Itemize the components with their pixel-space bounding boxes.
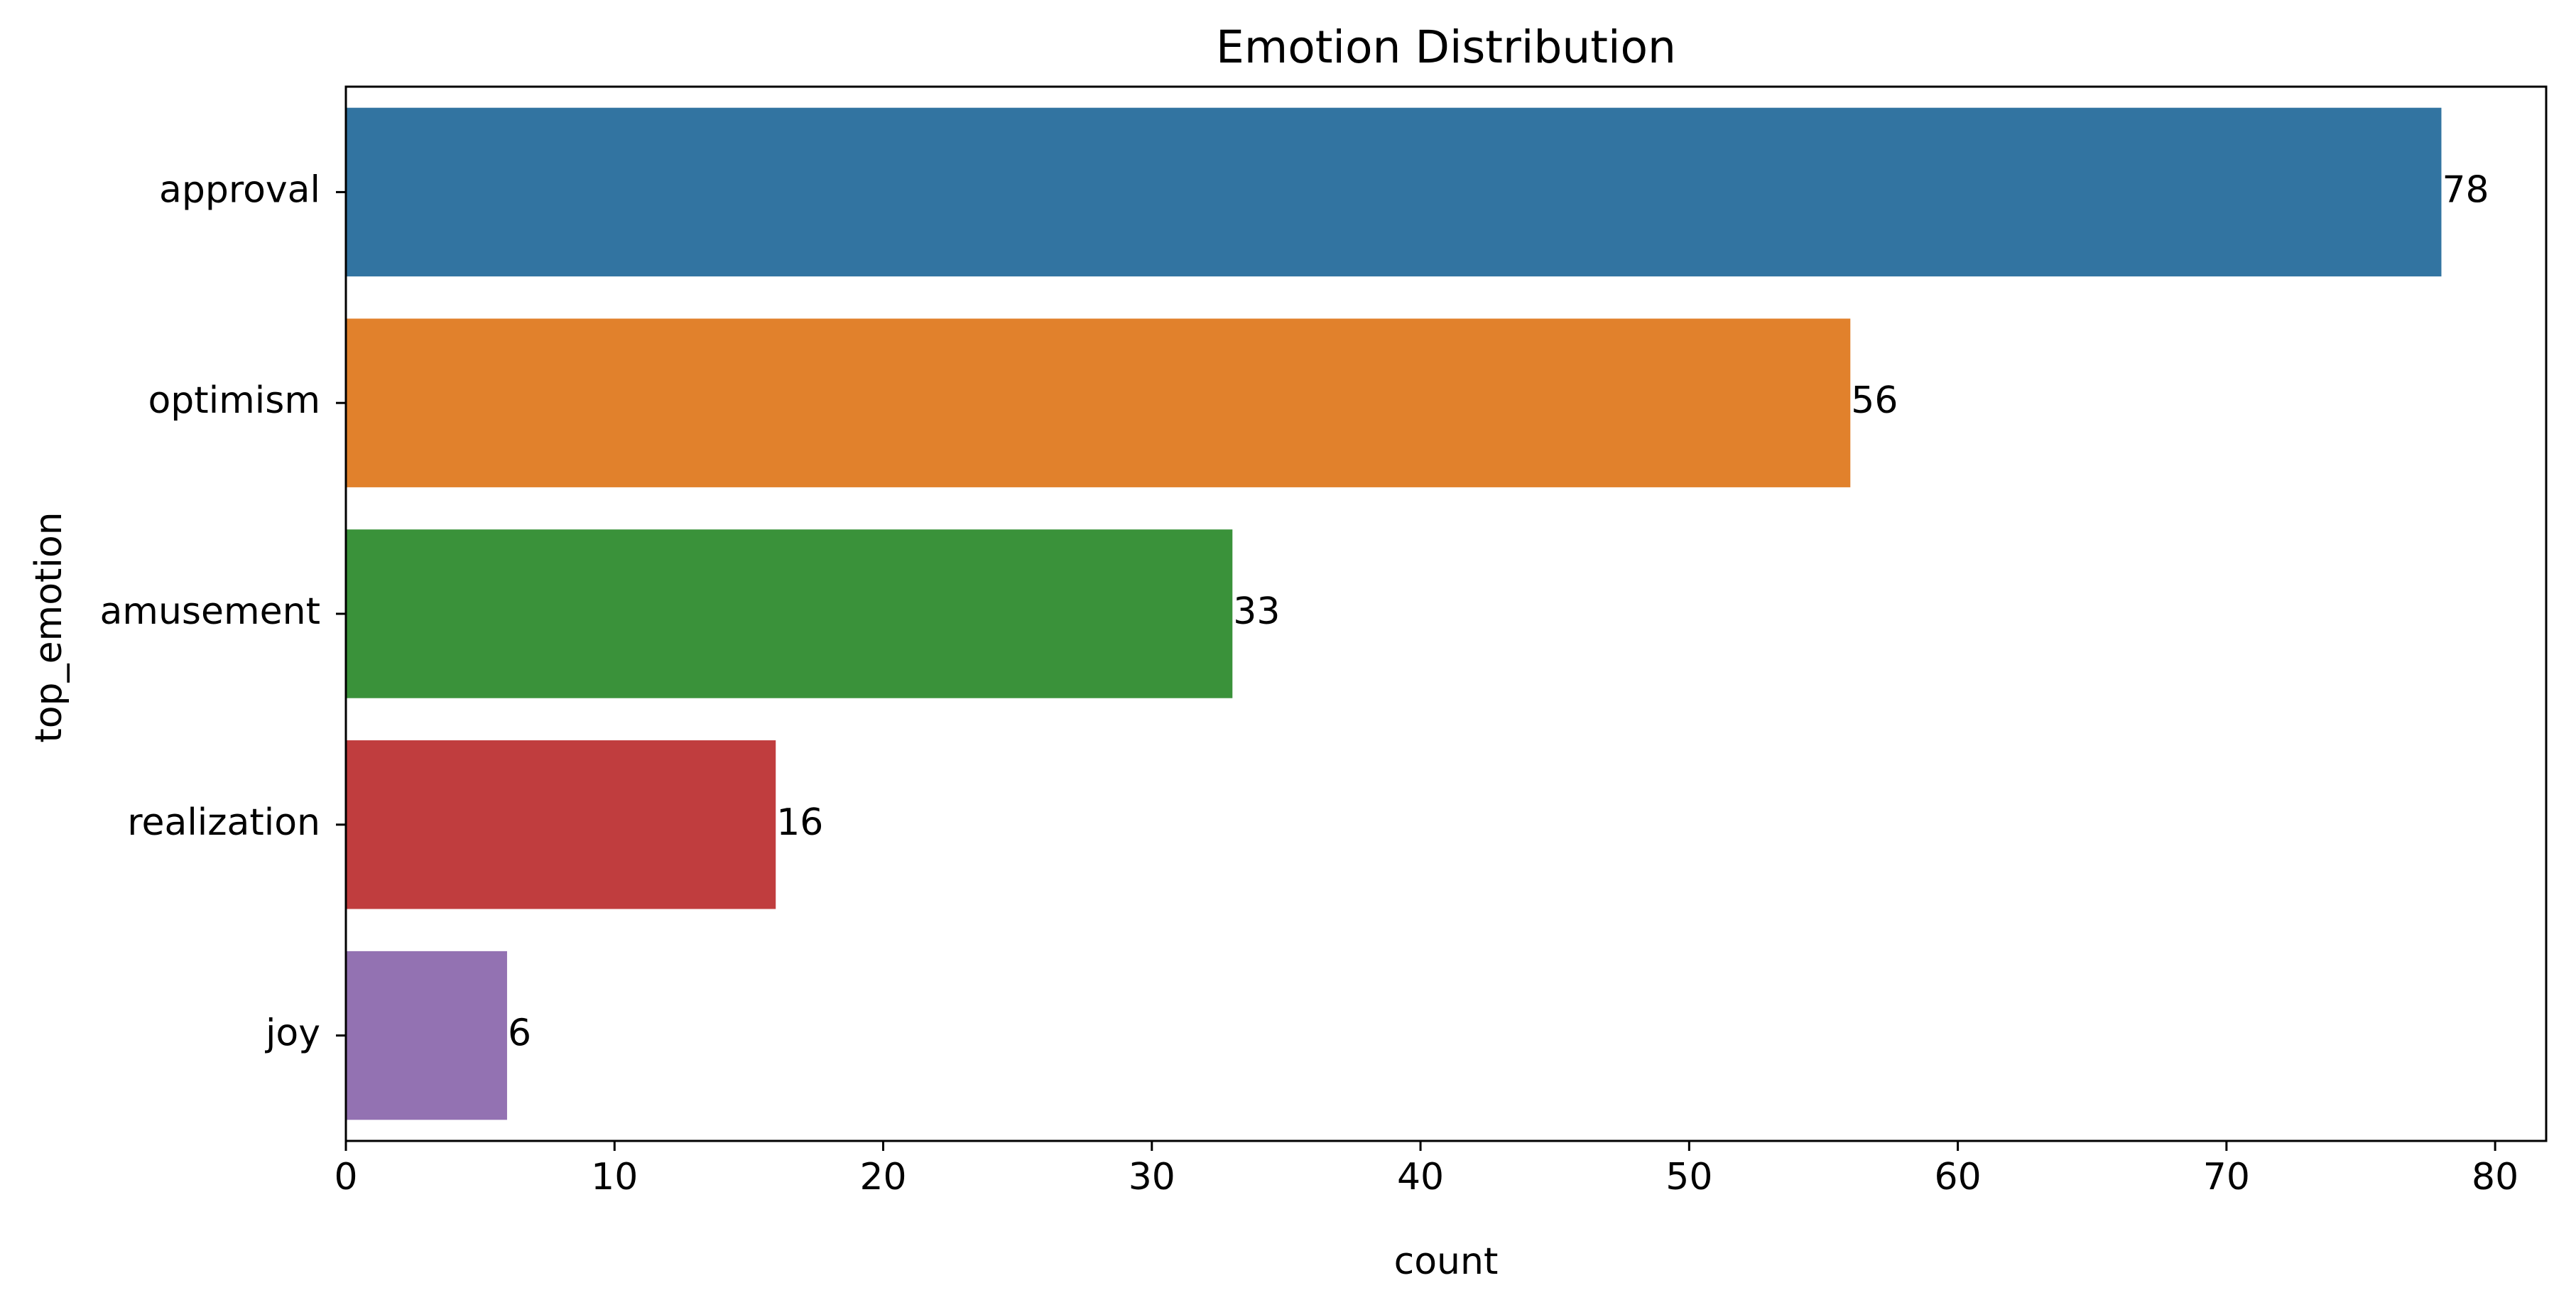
y-tick-label-joy: joy [265, 1012, 320, 1055]
bar-joy [346, 951, 507, 1120]
x-tick-label: 10 [591, 1156, 638, 1198]
data-labels-group: 78 56 33 16 6 [508, 168, 2489, 1054]
bars-group [346, 107, 2442, 1120]
y-axis-label: top_emotion [28, 511, 70, 742]
x-tick-label: 40 [1397, 1156, 1444, 1198]
y-tick-label-amusement: amusement [99, 590, 320, 633]
bar-optimism [346, 318, 1851, 487]
data-label-joy: 6 [508, 1012, 531, 1055]
bar-realization [346, 740, 776, 909]
x-tick-label: 50 [1665, 1156, 1712, 1198]
data-label-realization: 16 [776, 801, 823, 844]
x-tick-label: 20 [859, 1156, 906, 1198]
y-tick-label-realization: realization [127, 801, 320, 844]
x-tick-label: 70 [2203, 1156, 2250, 1198]
x-tick-label: 30 [1129, 1156, 1175, 1198]
y-tick-label-optimism: optimism [148, 379, 320, 422]
data-label-amusement: 33 [1233, 590, 1280, 633]
data-label-optimism: 56 [1851, 379, 1898, 422]
data-label-approval: 78 [2442, 168, 2489, 211]
plot-frame [344, 85, 2548, 1142]
chart-title: Emotion Distribution [1216, 21, 1676, 73]
ticks-group: approval optimism amusement realization joy 0… [99, 168, 2518, 1198]
x-axis-label: count [1394, 1240, 1499, 1283]
bar-amusement [346, 529, 1233, 698]
x-tick-label: 80 [2472, 1156, 2518, 1198]
x-tick-label: 0 [334, 1156, 357, 1198]
bar-approval [346, 107, 2442, 277]
x-tick-label: 60 [1935, 1156, 1982, 1198]
y-tick-label-approval: approval [159, 168, 320, 211]
